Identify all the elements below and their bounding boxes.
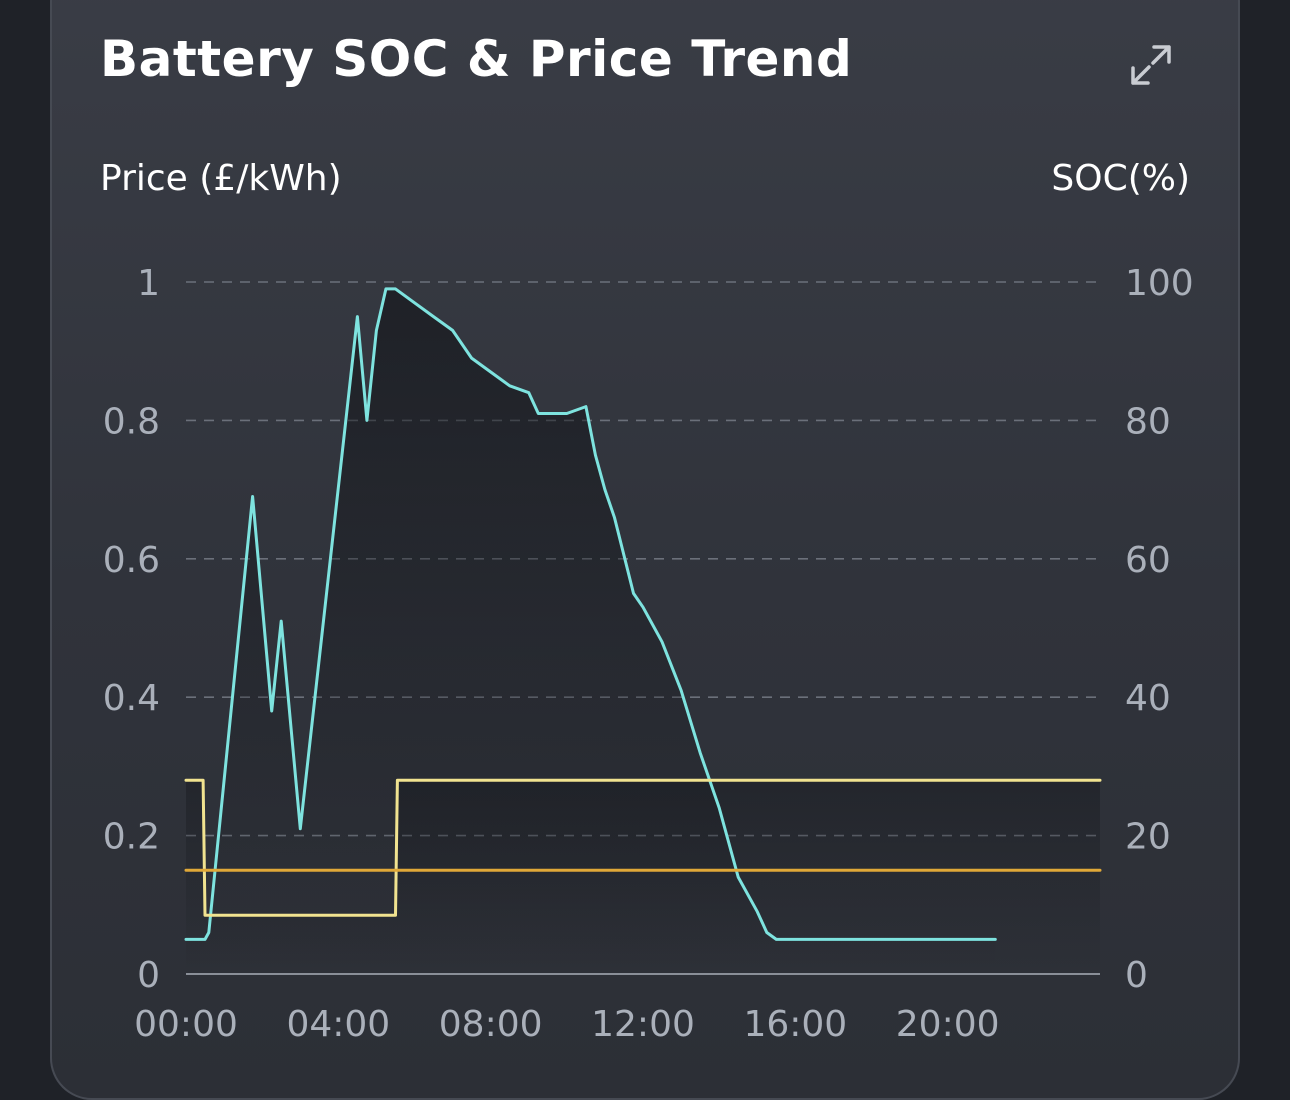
- left-tick-label: 0: [137, 955, 160, 996]
- left-tick-label: 0.2: [103, 817, 160, 858]
- left-axis-ticks: 0 0.2 0.4 0.6 0.8 1: [103, 263, 160, 996]
- right-tick-label: 20: [1125, 817, 1171, 858]
- soc-line: [184, 287, 997, 941]
- chart-canvas: 0 0.2 0.4 0.6 0.8 1 0 20 40 60 80 100 00:00 04:00 08…: [103, 263, 1194, 1045]
- left-tick-label: 0.4: [103, 678, 160, 719]
- right-tick-label: 60: [1125, 540, 1171, 581]
- expand-button[interactable]: [1122, 36, 1180, 94]
- left-tick-label: 1: [137, 263, 160, 304]
- x-tick-label: 00:00: [134, 1004, 238, 1045]
- right-tick-label: 0: [1125, 955, 1148, 996]
- area-fills: [186, 288, 1100, 974]
- x-tick-label: 16:00: [743, 1004, 847, 1045]
- x-tick-label: 04:00: [286, 1004, 390, 1045]
- x-tick-label: 20:00: [896, 1004, 1000, 1045]
- right-tick-label: 80: [1125, 401, 1171, 442]
- x-axis-ticks: 00:00 04:00 08:00 12:00 16:00 20:00: [134, 1004, 999, 1045]
- right-tick-label: 40: [1125, 678, 1171, 719]
- right-axis-ticks: 0 20 40 60 80 100: [1125, 263, 1194, 996]
- expand-icon: [1131, 45, 1171, 85]
- series-lines: [184, 287, 1102, 941]
- left-tick-label: 0.6: [103, 540, 160, 581]
- right-tick-label: 100: [1125, 263, 1194, 304]
- soc-area: [186, 288, 996, 974]
- right-axis-title: SOC(%): [1051, 158, 1190, 199]
- card-title: Battery SOC & Price Trend: [100, 30, 853, 88]
- left-axis-title: Price (£/kWh): [100, 158, 342, 199]
- price-area: [186, 780, 1100, 974]
- x-tick-label: 12:00: [591, 1004, 695, 1045]
- left-tick-label: 0.8: [103, 401, 160, 442]
- x-tick-label: 08:00: [439, 1004, 543, 1045]
- price-line: [184, 778, 1102, 917]
